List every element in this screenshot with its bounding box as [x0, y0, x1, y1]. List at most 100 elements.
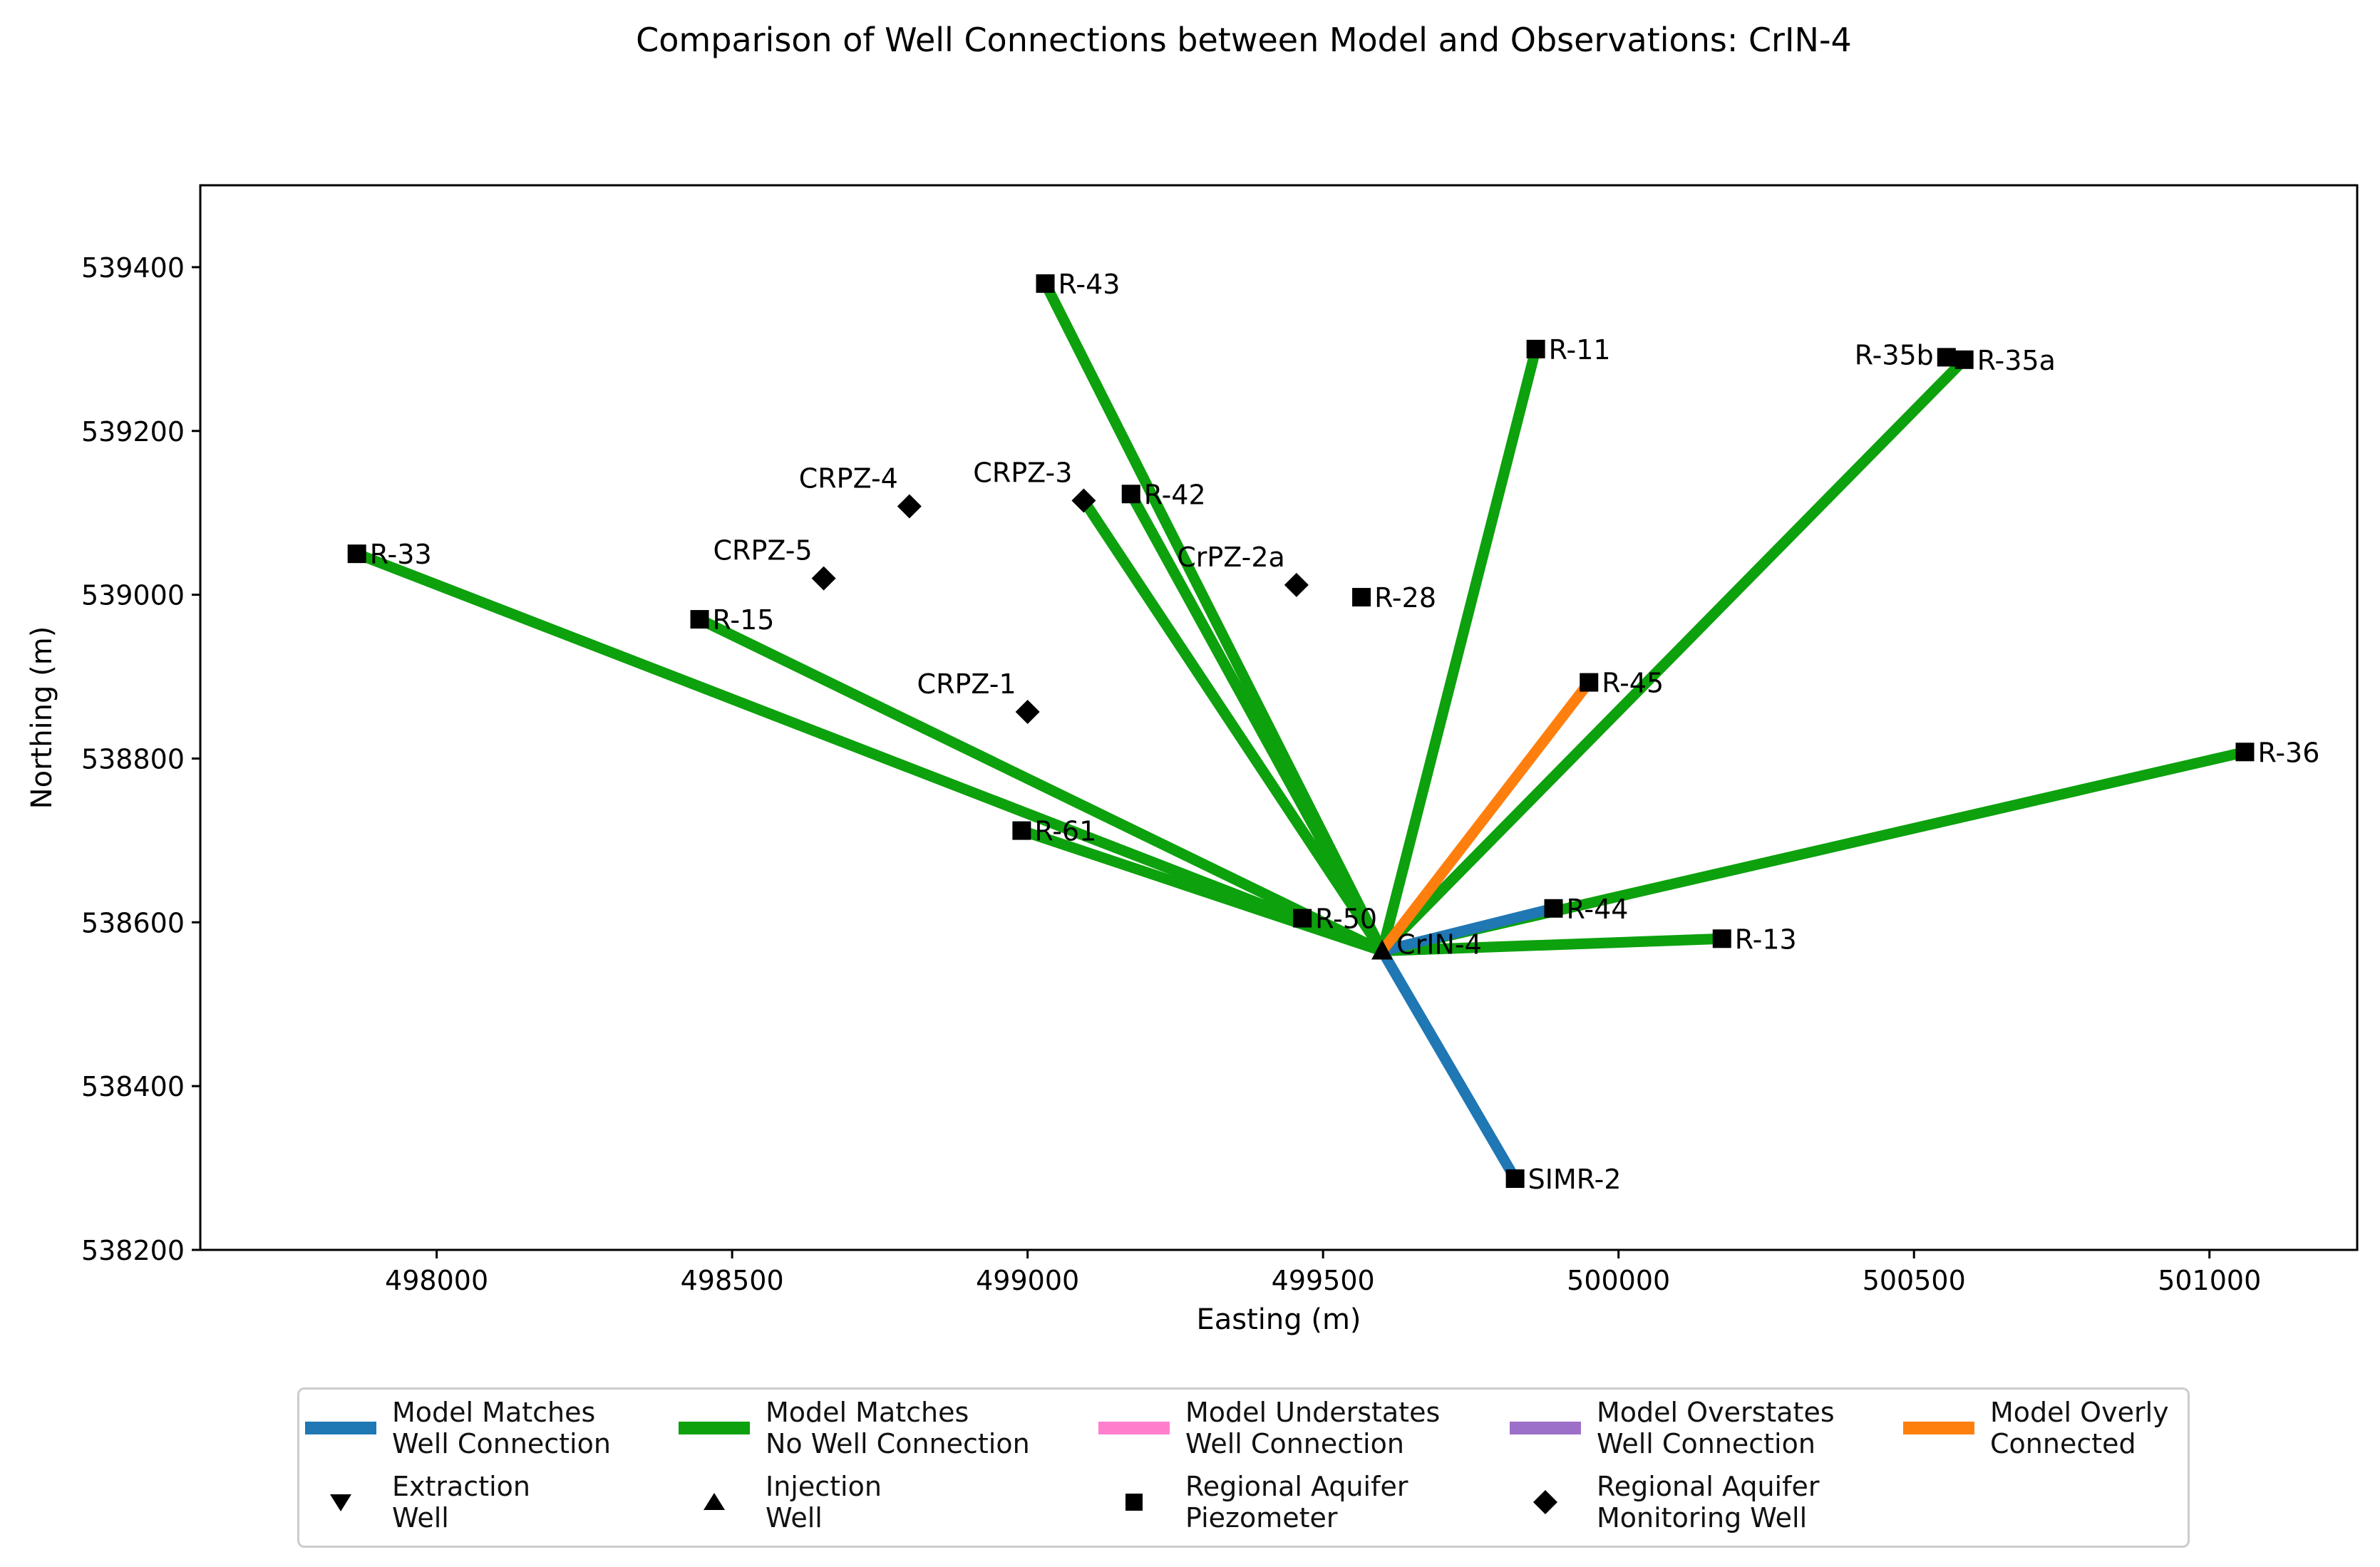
legend-entry-triangle-down: Extraction Well [305, 1471, 530, 1534]
well-marker-r-50 [1293, 909, 1312, 928]
x-axis-label: Easting (m) [1196, 1303, 1361, 1336]
x-tick-label: 499000 [976, 1265, 1079, 1296]
legend-line-swatch [679, 1422, 750, 1434]
connection-line-r-13 [1381, 933, 1723, 957]
legend-label: Injection Well [766, 1471, 882, 1534]
well-label-crpz-1: CRPZ-1 [917, 668, 1016, 700]
well-label-r-11: R-11 [1549, 334, 1611, 366]
legend-label: Regional Aquifer Monitoring Well [1597, 1471, 1820, 1534]
x-tick-label: 498500 [681, 1265, 784, 1296]
well-marker-r-45 [1580, 673, 1599, 692]
connection-line-simr-2 [1377, 948, 1520, 1181]
legend-line-swatch [305, 1422, 376, 1434]
legend-entry-model-understates-well-connection: Model Understates Well Connection [1098, 1397, 1440, 1459]
well-label-r-44: R-44 [1567, 894, 1629, 925]
connection-line-r-50 [1300, 913, 1384, 956]
well-label-r-43: R-43 [1058, 269, 1121, 300]
x-tick-label: 498000 [385, 1265, 488, 1296]
legend-line-swatch [1510, 1422, 1581, 1434]
well-marker-r-15 [690, 610, 709, 629]
well-label-r-36: R-36 [2257, 737, 2319, 768]
legend-entry-triangle-up: Injection Well [679, 1471, 882, 1534]
well-marker-r-36 [2235, 743, 2255, 762]
well-marker-r-35a [1954, 350, 1974, 369]
well-label-r-35a: R-35a [1977, 345, 2056, 376]
connection-line-r-15 [697, 614, 1385, 956]
well-label-r-61: R-61 [1034, 816, 1096, 847]
well-label-r-45: R-45 [1602, 668, 1664, 699]
legend-entry-model-matches-no-well-connection: Model Matches No Well Connection [679, 1397, 1030, 1459]
connection-line-r-44 [1381, 903, 1555, 956]
legend-label: Model Overly Connected [1990, 1397, 2169, 1459]
source-well-marker [1371, 939, 1394, 960]
y-tick-label: 538600 [81, 907, 185, 938]
well-marker-r-61 [1012, 821, 1031, 840]
well-label-crpz-3: CRPZ-3 [973, 457, 1072, 488]
well-label-simr-2: SIMR-2 [1528, 1164, 1622, 1195]
well-label-r-42: R-42 [1144, 479, 1206, 510]
y-tick-label: 538200 [81, 1235, 185, 1266]
x-tick-label: 501000 [2158, 1265, 2261, 1296]
well-marker-r-42 [1121, 485, 1140, 504]
x-tick-label: 500000 [1567, 1265, 1670, 1296]
well-marker-r-43 [1036, 274, 1055, 293]
well-marker-crpz-2a [1284, 572, 1309, 597]
source-well-label: CrIN-4 [1396, 929, 1482, 961]
well-label-crpz-4: CRPZ-4 [799, 462, 898, 494]
connection-line-r-45 [1378, 679, 1594, 955]
connection-line-r-42 [1126, 491, 1387, 954]
well-marker-r-44 [1544, 899, 1563, 918]
triangle-up-icon [679, 1490, 750, 1514]
legend-entry-model-overly-connected: Model Overly Connected [1903, 1397, 2169, 1459]
legend-label: Model Overstates Well Connection [1597, 1397, 1835, 1459]
y-tick-label: 538800 [81, 743, 185, 775]
legend-entry-model-overstates-well-connection: Model Overstates Well Connection [1510, 1397, 1835, 1459]
well-marker-crpz-5 [811, 566, 836, 591]
connection-line-r-35a [1378, 356, 1969, 955]
well-marker-crpz-4 [897, 494, 922, 519]
connection-line-r-33 [354, 549, 1384, 956]
well-marker-r-33 [347, 544, 366, 564]
legend-label: Model Matches Well Connection [392, 1397, 611, 1459]
well-marker-crpz-1 [1015, 699, 1040, 724]
legend-entry-diamond: Regional Aquifer Monitoring Well [1510, 1471, 1819, 1534]
y-axis-label: Northing (m) [26, 626, 58, 810]
well-label-r-35b: R-35b [1855, 339, 1934, 371]
diamond-icon [1510, 1489, 1581, 1516]
well-label-r-50: R-50 [1315, 904, 1377, 935]
legend: Model Matches Well Connection Model Matche… [297, 1387, 2190, 1548]
well-label-crpz-5: CRPZ-5 [714, 535, 813, 567]
well-marker-simr-2 [1505, 1169, 1525, 1189]
plot-frame [199, 184, 2359, 1251]
legend-line-swatch [1098, 1422, 1170, 1434]
x-tick-label: 499500 [1272, 1265, 1375, 1296]
well-label-r-15: R-15 [713, 604, 775, 636]
y-tick-label: 539400 [81, 252, 185, 284]
well-label-r-28: R-28 [1374, 582, 1436, 614]
legend-label: Extraction Well [392, 1471, 530, 1534]
connection-line-r-11 [1376, 347, 1541, 953]
well-label-crpz-2a: CrPZ-2a [1177, 542, 1285, 573]
triangle-down-icon [305, 1490, 376, 1514]
legend-label: Model Matches No Well Connection [766, 1397, 1030, 1459]
y-tick-label: 538400 [81, 1071, 185, 1102]
well-label-r-13: R-13 [1735, 924, 1797, 955]
legend-label: Model Understates Well Connection [1185, 1397, 1441, 1459]
well-marker-crpz-3 [1071, 488, 1096, 513]
legend-entry-square: Regional Aquifer Piezometer [1098, 1471, 1408, 1534]
legend-entry-model-matches-well-connection: Model Matches Well Connection [305, 1397, 611, 1459]
x-tick-label: 500500 [1863, 1265, 1966, 1296]
y-tick-label: 539000 [81, 580, 185, 611]
well-marker-r-13 [1712, 929, 1731, 948]
connection-line-crpz-3 [1079, 497, 1387, 954]
y-tick-label: 539200 [81, 416, 185, 448]
legend-line-swatch [1903, 1422, 1974, 1434]
well-marker-r-35b [1937, 348, 1956, 367]
well-label-r-33: R-33 [370, 539, 432, 570]
chart-title: Comparison of Well Connections between M… [636, 21, 1852, 59]
well-marker-r-28 [1352, 588, 1371, 607]
square-icon [1098, 1490, 1170, 1514]
legend-label: Regional Aquifer Piezometer [1185, 1471, 1408, 1534]
well-marker-r-11 [1526, 339, 1545, 358]
